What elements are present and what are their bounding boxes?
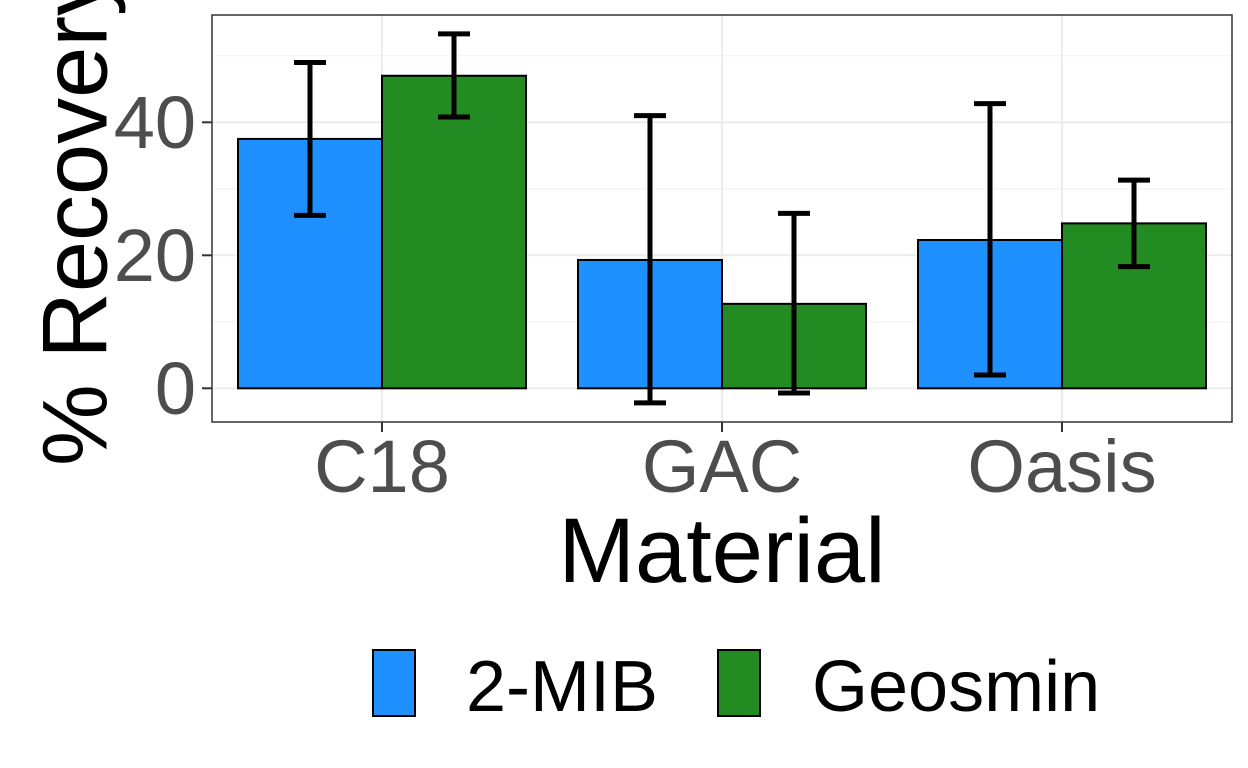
y-tick-label: 0 bbox=[155, 347, 196, 430]
error-bar-geosmin-c18 bbox=[438, 31, 470, 120]
x-tick-label: GAC bbox=[642, 425, 802, 508]
legend-item-geosmin: Geosmin bbox=[717, 647, 1100, 727]
error-bar-2-mib-oasis bbox=[974, 101, 1006, 378]
legend-label-2-mib: 2-MIB bbox=[466, 647, 658, 727]
x-axis-ticks: C18 GAC Oasis bbox=[314, 422, 1157, 508]
error-bar-geosmin-oasis bbox=[1118, 177, 1150, 270]
bar-geosmin-c18 bbox=[381, 74, 527, 390]
y-axis-title: % Recovery bbox=[24, 0, 126, 466]
legend-label-geosmin: Geosmin bbox=[812, 647, 1100, 727]
legend-key-2-mib bbox=[372, 649, 416, 717]
legend-key-geosmin bbox=[717, 649, 761, 717]
x-tick-label: C18 bbox=[314, 425, 450, 508]
error-bar-2-mib-c18 bbox=[294, 59, 326, 218]
error-bars bbox=[294, 31, 1150, 406]
error-bar-2-mib-gac bbox=[634, 113, 666, 406]
error-bar-geosmin-gac bbox=[778, 210, 810, 396]
x-axis-title: Material bbox=[558, 500, 885, 602]
x-tick-label: Oasis bbox=[967, 425, 1156, 508]
y-axis-ticks: 0 20 40 bbox=[114, 81, 212, 430]
legend-item-2-mib: 2-MIB bbox=[372, 647, 658, 727]
legend: 2-MIB Geosmin bbox=[372, 647, 1100, 727]
y-tick-label: 20 bbox=[114, 214, 196, 297]
y-tick-label: 40 bbox=[114, 81, 196, 164]
